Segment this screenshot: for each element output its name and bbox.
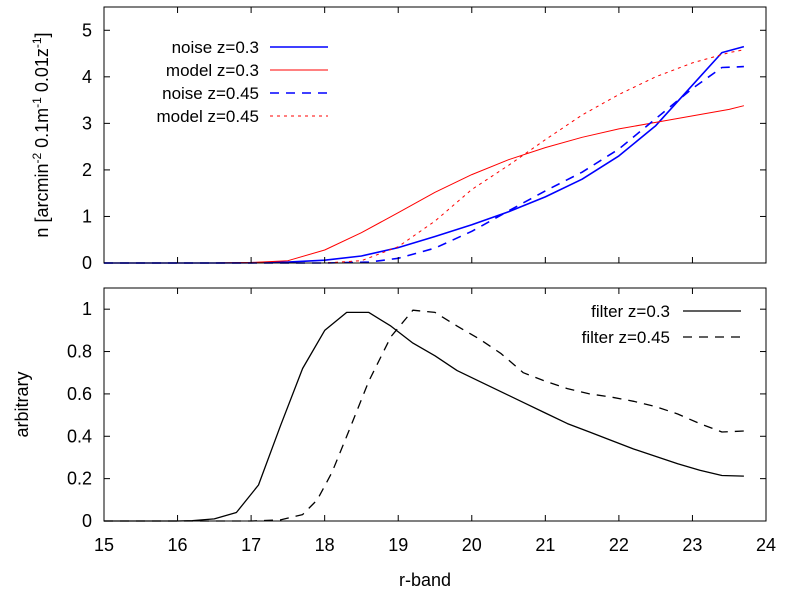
y-tick-label: 0.2 xyxy=(67,469,92,489)
y-tick-label: 1 xyxy=(82,299,92,319)
x-tick-label: 19 xyxy=(388,535,408,555)
y-axis-label-part: 0.01z xyxy=(32,48,52,97)
x-axis-label: r-band xyxy=(399,570,451,590)
series-line-noise-z-0-3 xyxy=(104,45,745,264)
y-axis-label-part: n [arcmin xyxy=(32,164,52,238)
y-axis-label-superscript: -1 xyxy=(30,97,44,108)
y-tick-label: 5 xyxy=(82,20,92,40)
series-line-model-z-0-45 xyxy=(104,49,744,264)
legend-label: filter z=0.3 xyxy=(591,302,670,321)
bottom-panel: 15 16 17 18 19 20 21 22 23 24 0 0.2 0.4 0.6 0.8 1 filter… xyxy=(12,287,776,590)
y-axis-label-part: 0.1m xyxy=(32,108,52,153)
x-tick-label: 20 xyxy=(462,535,482,555)
series-line-filter-z-0-3 xyxy=(104,311,744,522)
x-tick-label: 24 xyxy=(756,535,776,555)
x-tick-label: 21 xyxy=(535,535,555,555)
legend-label: model z=0.45 xyxy=(156,107,259,126)
y-tick-label: 0 xyxy=(82,511,92,531)
y-tick-label: 0.6 xyxy=(67,384,92,404)
y-tick-label: 2 xyxy=(82,160,92,180)
x-tick-label: 18 xyxy=(315,535,335,555)
y-tick-label: 3 xyxy=(82,113,92,133)
plot-frame xyxy=(103,287,767,522)
x-tick-label: 23 xyxy=(682,535,702,555)
x-tick-label: 16 xyxy=(168,535,188,555)
y-axis-label-superscript: -2 xyxy=(30,153,44,164)
y-axis-label-superscript: -1 xyxy=(30,37,44,48)
y-tick-label: 0.4 xyxy=(67,426,92,446)
series-line-noise-z-0-45 xyxy=(104,65,744,264)
legend-label: noise z=0.45 xyxy=(162,84,259,103)
plot-frame xyxy=(103,6,767,264)
y-axis-label: arbitrary xyxy=(12,371,32,437)
legend-label: filter z=0.45 xyxy=(582,328,670,347)
x-tick-label: 15 xyxy=(94,535,114,555)
top-panel: 0 1 2 3 4 5 noise z=0.3 model z=0.3 noise z=0.45… xyxy=(30,6,767,273)
y-axis-label-part: ] xyxy=(32,32,52,37)
legend-label: noise z=0.3 xyxy=(172,38,259,57)
legend-label: model z=0.3 xyxy=(166,61,259,80)
y-axis-label: n [arcmin-2 0.1m-1 0.01z-1] xyxy=(30,32,52,237)
y-tick-label: 4 xyxy=(82,67,92,87)
y-tick-label: 0 xyxy=(82,253,92,273)
y-tick-label: 1 xyxy=(82,206,92,226)
x-tick-label: 17 xyxy=(241,535,261,555)
y-tick-label: 0.8 xyxy=(67,342,92,362)
x-tick-label: 22 xyxy=(609,535,629,555)
series-line-model-z-0-3 xyxy=(104,105,745,264)
